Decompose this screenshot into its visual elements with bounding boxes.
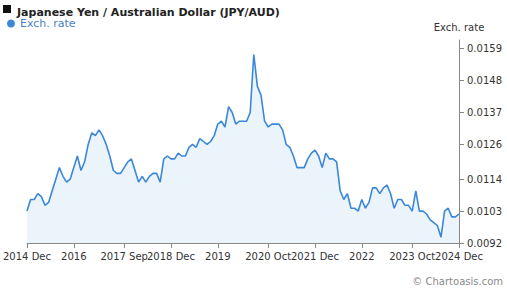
svg-text:2023 Oct: 2023 Oct [389,251,435,262]
svg-text:0.0114: 0.0114 [467,174,502,185]
svg-text:0.0159: 0.0159 [467,43,502,54]
svg-text:0.0148: 0.0148 [467,75,502,86]
svg-text:2021 Dec: 2021 Dec [291,251,339,262]
svg-text:0.0137: 0.0137 [467,107,502,118]
svg-text:Exch. rate: Exch. rate [20,17,76,30]
svg-text:0.0103: 0.0103 [467,206,502,217]
svg-text:Exch. rate: Exch. rate [434,22,485,33]
svg-text:2024 Dec: 2024 Dec [435,251,483,262]
svg-text:2016: 2016 [61,251,86,262]
svg-text:2019: 2019 [205,251,230,262]
svg-text:2018 Dec: 2018 Dec [147,251,195,262]
svg-text:Japanese Yen / Australian Doll: Japanese Yen / Australian Dollar (JPY/AU… [16,6,280,19]
svg-text:2014 Dec: 2014 Dec [3,251,51,262]
svg-text:© Chartoasis.com: © Chartoasis.com [412,276,503,287]
svg-text:2022: 2022 [349,251,374,262]
svg-text:2017 Sep: 2017 Sep [100,251,147,262]
svg-text:2020 Oct: 2020 Oct [245,251,291,262]
svg-text:0.0126: 0.0126 [467,139,502,150]
svg-text:0.0092: 0.0092 [467,238,502,249]
